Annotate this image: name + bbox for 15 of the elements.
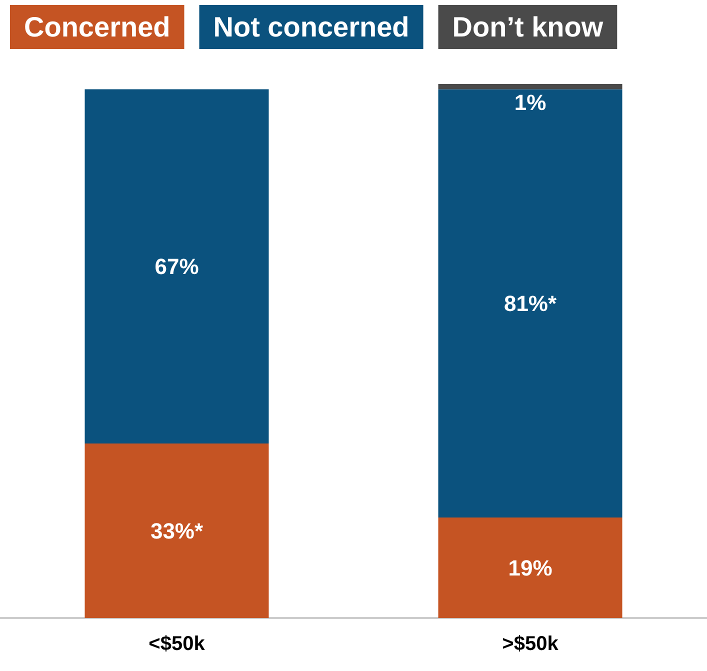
data-label: 19% <box>508 555 552 580</box>
text: Concerned <box>24 12 170 42</box>
series-label: Don’t know <box>452 12 604 42</box>
x-tick-label: >$50k <box>502 633 560 655</box>
bar <box>84 444 269 618</box>
bar <box>438 84 622 90</box>
data-label: 1% <box>514 90 546 115</box>
bar <box>438 89 622 518</box>
series-label: Not concerned <box>213 12 410 42</box>
data-label: 67% <box>154 254 199 279</box>
data-label: 33%* <box>150 518 204 544</box>
bar <box>84 89 269 444</box>
x-tick-label: <$50k <box>148 633 206 655</box>
data-label: 81%* <box>504 290 557 316</box>
bar <box>438 518 622 618</box>
